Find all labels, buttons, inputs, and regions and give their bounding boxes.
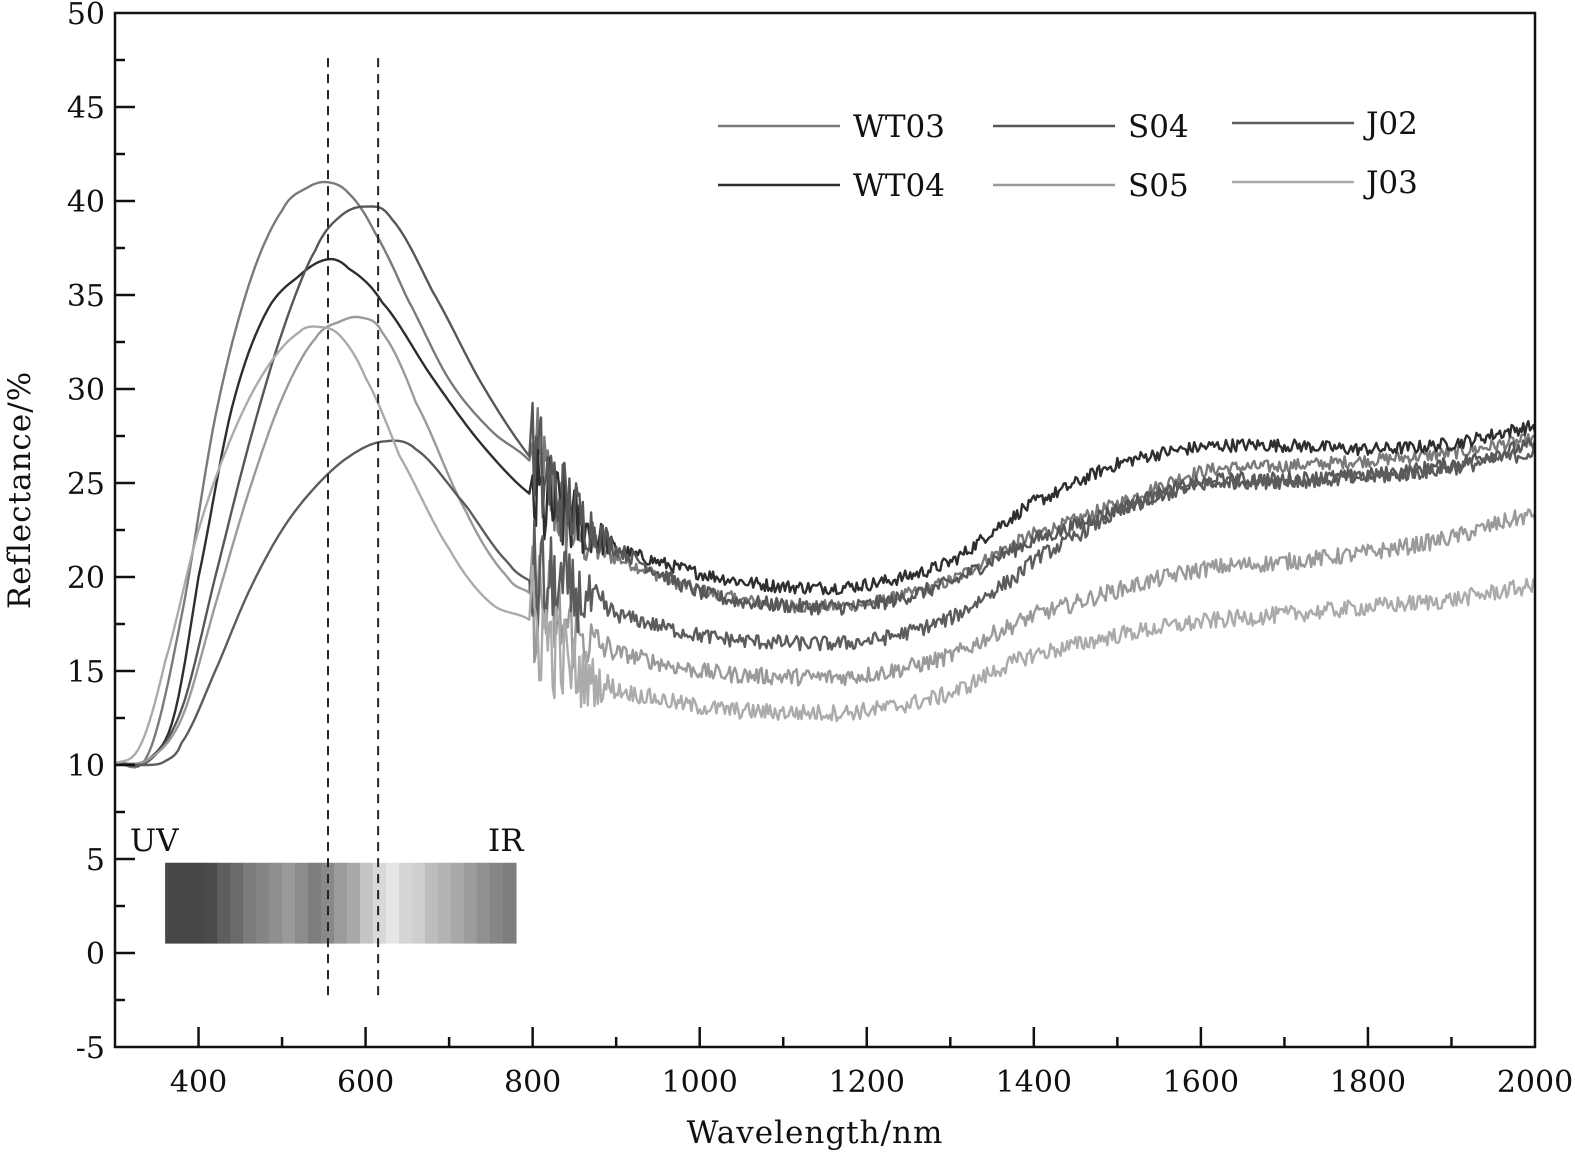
series-line-s05 <box>115 315 1537 765</box>
series-line-wt04 <box>115 257 1537 765</box>
legend-item-s04: S04 <box>993 109 1189 145</box>
y-tick-label: 20 <box>67 561 105 596</box>
x-tick-label: 2000 <box>1497 1065 1573 1100</box>
x-tick-label: 600 <box>337 1065 394 1100</box>
band-segment <box>489 862 504 944</box>
band-segment <box>256 862 270 944</box>
legend-item-wt04: WT04 <box>718 168 945 204</box>
band-segment <box>165 862 179 944</box>
band-segment <box>463 862 478 944</box>
band-segment <box>347 862 361 944</box>
y-tick-label: 10 <box>67 749 105 784</box>
series-line-s04 <box>114 205 1537 767</box>
uv-label: UV <box>130 823 179 859</box>
legend-item-j03: J03 <box>1232 165 1418 201</box>
band-segment <box>321 862 335 944</box>
band-segment <box>373 862 387 944</box>
legend-item-s05: S05 <box>993 168 1189 204</box>
x-ticks: 400 600 800 1000 1200 1400 1600 1800 2000 <box>170 1027 1573 1100</box>
y-tick-label: 45 <box>67 91 105 126</box>
legend-item-j02: J02 <box>1232 106 1418 142</box>
x-tick-label: 1000 <box>662 1065 738 1100</box>
band-segment <box>360 862 374 944</box>
band-segment <box>191 862 205 944</box>
band-segment <box>217 862 231 944</box>
legend-label-s04: S04 <box>1128 109 1189 145</box>
band-segment <box>386 862 400 944</box>
series-line-j03 <box>114 325 1536 765</box>
x-tick-label: 1400 <box>996 1065 1072 1100</box>
x-tick-label: 800 <box>504 1065 561 1100</box>
band-segment <box>230 862 244 944</box>
band-segment <box>424 862 439 944</box>
y-tick-label: 0 <box>86 937 105 972</box>
band-segment <box>243 862 257 944</box>
x-tick-label: 400 <box>170 1065 227 1100</box>
band-segment <box>411 862 426 944</box>
band-segment <box>295 862 309 944</box>
legend-item-wt03: WT03 <box>718 109 945 145</box>
y-ticks: -5 0 5 10 15 20 25 30 35 40 45 50 <box>67 0 135 1066</box>
band-segment <box>502 862 517 944</box>
y-tick-label: 50 <box>67 0 105 32</box>
legend-label-j03: J03 <box>1363 165 1418 201</box>
x-tick-label: 1600 <box>1163 1065 1239 1100</box>
x-tick-label: 1800 <box>1330 1065 1406 1100</box>
band-segment <box>204 862 218 944</box>
band-segment <box>178 862 192 944</box>
ir-label: IR <box>488 823 525 859</box>
band-segment <box>476 862 491 944</box>
x-axis-title: Wavelength/nm <box>687 1115 944 1151</box>
spectrum-band <box>150 861 1215 945</box>
y-tick-label: -5 <box>76 1031 105 1066</box>
band-segment <box>308 862 322 944</box>
band-segment <box>437 862 452 944</box>
series-line-j02 <box>114 439 1537 767</box>
legend-label-s05: S05 <box>1128 168 1189 204</box>
y-tick-label: 15 <box>67 655 105 690</box>
reference-lines <box>327 58 380 997</box>
legend: WT03 S04 J02 WT04 S05 J03 <box>718 106 1418 204</box>
band-segment <box>282 862 296 944</box>
legend-label-wt03: WT03 <box>853 109 945 145</box>
band-segment <box>450 862 465 944</box>
legend-label-j02: J02 <box>1363 106 1418 142</box>
x-tick-label: 1200 <box>829 1065 905 1100</box>
band-segment <box>399 862 413 944</box>
y-tick-label: 25 <box>67 467 105 502</box>
series-layer <box>114 180 1537 769</box>
band-segment <box>269 862 283 944</box>
y-tick-label: 5 <box>86 843 105 878</box>
legend-label-wt04: WT04 <box>853 168 945 204</box>
y-tick-label: 35 <box>67 279 105 314</box>
y-axis-title: Reflectance/% <box>2 371 38 609</box>
y-tick-label: 40 <box>67 185 105 220</box>
band-segment <box>334 862 348 944</box>
y-tick-label: 30 <box>67 373 105 408</box>
